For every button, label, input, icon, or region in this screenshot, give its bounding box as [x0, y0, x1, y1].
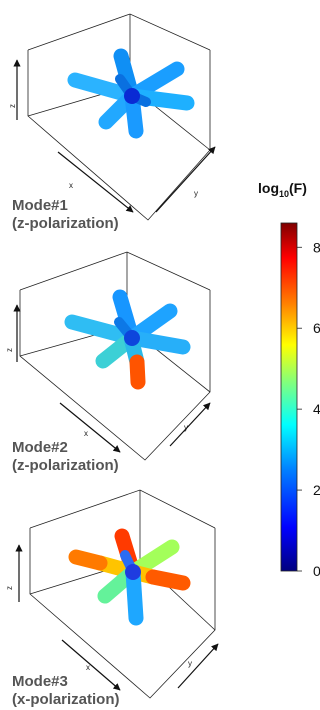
colorbar-title: log10(F) [258, 180, 307, 199]
y-axis-label: y [194, 189, 198, 198]
colorbar-ticks: 0 2 4 6 8 [297, 239, 320, 579]
colorbar-tick-label: 0 [313, 563, 320, 579]
star-cluster [68, 528, 191, 626]
z-axis-label: z [5, 586, 14, 590]
z-axis-label: z [5, 348, 14, 352]
z-axis-label: z [8, 104, 17, 108]
mode-polarization: (z-polarization) [12, 215, 119, 232]
y-axis-label: y [184, 423, 188, 432]
axis-arrows [15, 544, 219, 691]
colorbar: 0 2 4 6 8 [280, 222, 320, 579]
axis-arrows [13, 59, 216, 213]
x-axis-label: x [84, 429, 88, 438]
mode-1-panel: z x y [8, 13, 216, 221]
mode-name: Mode#3 [12, 673, 68, 690]
axis-labels: z x y [5, 348, 188, 438]
star-cluster [67, 48, 195, 139]
axis-labels: z x y [8, 104, 198, 198]
mode-2-panel: z x y [5, 251, 211, 461]
mode-3-label: Mode#3 (x-polarization) [12, 673, 172, 709]
mode-name: Mode#2 [12, 439, 68, 456]
mode-2-label: Mode#2 (z-polarization) [12, 439, 172, 475]
mode-3-panel: z x y [5, 489, 219, 699]
axis-labels: z x y [5, 586, 192, 672]
colorbar-tick-label: 8 [313, 239, 320, 255]
y-axis-label: y [188, 659, 192, 668]
mode-1-label: Mode#1 (z-polarization) [12, 197, 172, 233]
colorbar-gradient [280, 222, 298, 572]
mode-polarization: (z-polarization) [12, 457, 119, 474]
axis-arrows [13, 304, 211, 453]
mode-polarization: (x-polarization) [12, 691, 120, 708]
mode-name: Mode#1 [12, 197, 68, 214]
colorbar-tick-label: 4 [313, 401, 320, 417]
x-axis-label: x [69, 181, 73, 190]
colorbar-tick-label: 2 [313, 482, 320, 498]
star-cluster [64, 289, 191, 390]
colorbar-tick-label: 6 [313, 320, 320, 336]
x-axis-label: x [86, 663, 90, 672]
